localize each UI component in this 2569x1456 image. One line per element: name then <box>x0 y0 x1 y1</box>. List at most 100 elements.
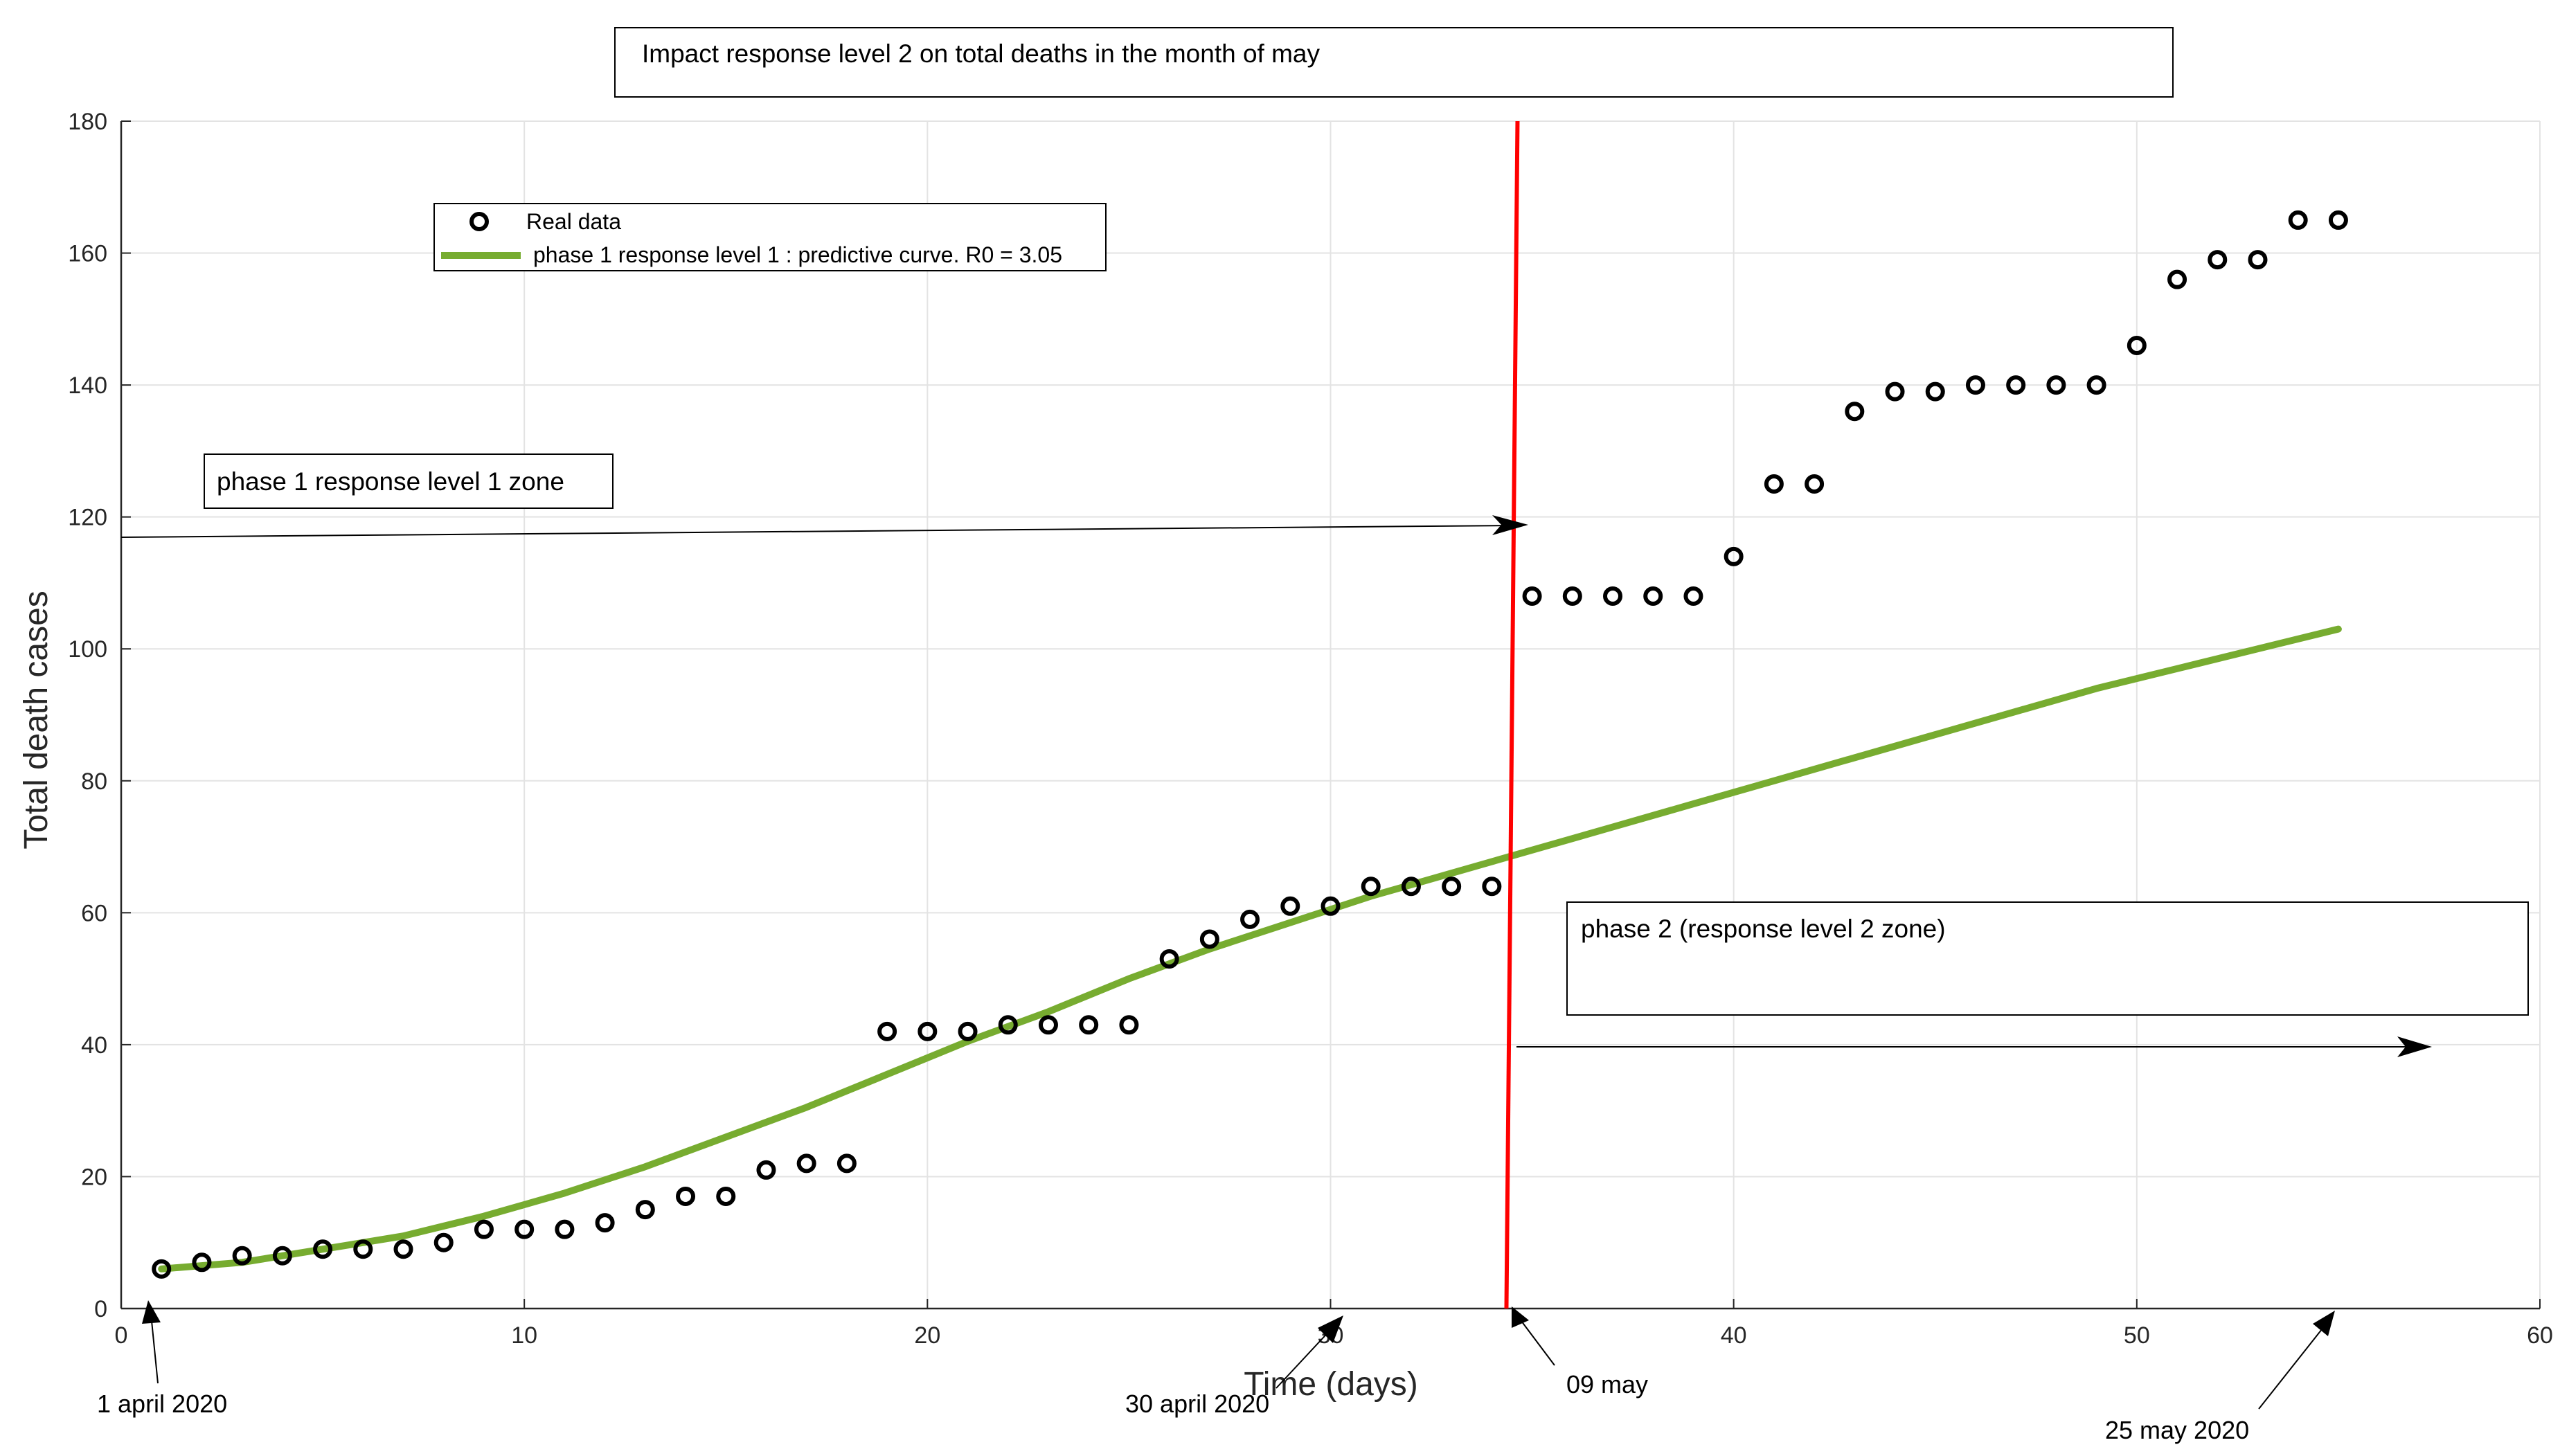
data-point <box>1683 586 1703 606</box>
arrow-head-09-may <box>1512 1306 1529 1328</box>
data-point <box>1764 474 1784 494</box>
data-point <box>635 1200 655 1220</box>
phase1-arrow <box>120 525 1514 538</box>
phase2-zone-box <box>1566 901 2529 1016</box>
x-axis-label: Time (days) <box>1244 1366 1418 1403</box>
data-point <box>1401 877 1421 897</box>
data-point <box>1643 586 1663 606</box>
data-point <box>2167 269 2187 289</box>
y-tick-label: 60 <box>81 900 107 926</box>
legend-label-real-data: Real data <box>526 209 621 234</box>
y-tick-label: 120 <box>68 505 107 531</box>
vline-layer <box>1504 120 1520 1309</box>
data-point <box>1805 474 1825 494</box>
y-tick-label: 20 <box>81 1164 107 1190</box>
data-point <box>393 1239 413 1259</box>
phase1-zone-box <box>204 453 614 509</box>
legend <box>433 203 1107 271</box>
x-tick-label: 40 <box>1721 1322 1747 1349</box>
arrow-head-25-may <box>2313 1311 2335 1336</box>
phase1-arrow-head <box>1492 515 1528 535</box>
data-point <box>1845 402 1865 422</box>
data-point <box>836 1153 857 1174</box>
data-point <box>796 1153 816 1174</box>
y-tick-label: 160 <box>68 241 107 267</box>
arrow-09-may <box>1521 1320 1555 1366</box>
data-point <box>716 1187 736 1207</box>
data-point <box>2127 335 2147 355</box>
annotation-09-may: 09 may <box>1566 1370 1648 1399</box>
phase2-arrow-head <box>2397 1036 2432 1057</box>
data-point <box>2046 375 2066 395</box>
chart-title: Impact response level 2 on total deaths … <box>642 39 1321 68</box>
data-point <box>1562 586 1582 606</box>
x-tick-label: 10 <box>511 1322 537 1349</box>
y-tick-label: 80 <box>81 769 107 795</box>
data-point <box>474 1219 494 1239</box>
data-point <box>2086 375 2106 395</box>
y-tick-label: 100 <box>68 636 107 663</box>
data-point <box>1280 896 1300 916</box>
arrow-25-may <box>2258 1325 2325 1410</box>
arrow-head-1-april <box>142 1300 161 1324</box>
data-point <box>1240 909 1260 929</box>
annotation-1-april-2020: 1 april 2020 <box>97 1390 227 1418</box>
data-point <box>877 1021 897 1041</box>
arrow-1-april <box>150 1313 159 1384</box>
data-point <box>514 1219 535 1239</box>
data-point <box>192 1252 212 1273</box>
title-box <box>614 27 2174 98</box>
phase1-zone-label: phase 1 response level 1 zone <box>217 467 564 496</box>
data-point <box>918 1021 938 1041</box>
predictive-curve-layer <box>158 625 2342 1273</box>
data-point <box>1079 1015 1099 1035</box>
legend-marker-real-data <box>469 212 489 231</box>
data-point <box>676 1187 696 1207</box>
phase-boundary-line <box>1504 120 1520 1309</box>
y-tick-label: 180 <box>68 109 107 135</box>
data-point <box>433 1232 454 1252</box>
data-point <box>1321 896 1341 916</box>
data-point <box>2208 250 2228 270</box>
data-point <box>152 1259 172 1279</box>
data-point <box>756 1160 776 1180</box>
annotation-30-april-2020: 30 april 2020 <box>1125 1390 1269 1418</box>
y-tick-label: 0 <box>94 1296 107 1322</box>
data-point <box>272 1246 292 1266</box>
arrow-30-april <box>1275 1327 1333 1389</box>
x-tick-label: 50 <box>2124 1322 2150 1349</box>
y-tick-label: 140 <box>68 372 107 399</box>
data-point <box>232 1246 252 1266</box>
legend-label-predictive-curve: phase 1 response level 1 : predictive cu… <box>533 242 1062 267</box>
y-axis-label: Total death cases <box>18 591 55 850</box>
arrow-head-30-april <box>1318 1315 1343 1343</box>
data-point <box>2006 375 2026 395</box>
data-point <box>1885 381 1905 402</box>
x-tick-label: 0 <box>115 1322 128 1349</box>
data-point <box>353 1239 373 1259</box>
data-point <box>1522 586 1542 606</box>
data-point <box>1965 375 1985 395</box>
real-data-layer <box>152 210 2348 1279</box>
data-point <box>1724 546 1744 566</box>
axes <box>120 120 2541 1310</box>
data-point <box>1442 877 1462 897</box>
data-point <box>1199 929 1219 949</box>
data-point <box>555 1219 575 1239</box>
x-tick-label: 60 <box>2527 1322 2553 1349</box>
data-point <box>2328 210 2348 230</box>
data-point <box>2288 210 2308 230</box>
annotation-25-may-2020: 25 may 2020 <box>2105 1416 2249 1444</box>
x-tick-label: 20 <box>914 1322 940 1349</box>
data-point <box>958 1021 978 1041</box>
data-point <box>1159 949 1179 969</box>
data-point <box>1038 1015 1058 1035</box>
data-point <box>1119 1015 1139 1035</box>
predictive-curve-line <box>158 625 2342 1273</box>
data-point <box>2248 250 2268 270</box>
phase2-zone-label: phase 2 (response level 2 zone) <box>1581 915 1946 943</box>
data-point <box>1361 877 1381 897</box>
data-point <box>1925 381 1945 402</box>
data-point <box>1482 877 1502 897</box>
